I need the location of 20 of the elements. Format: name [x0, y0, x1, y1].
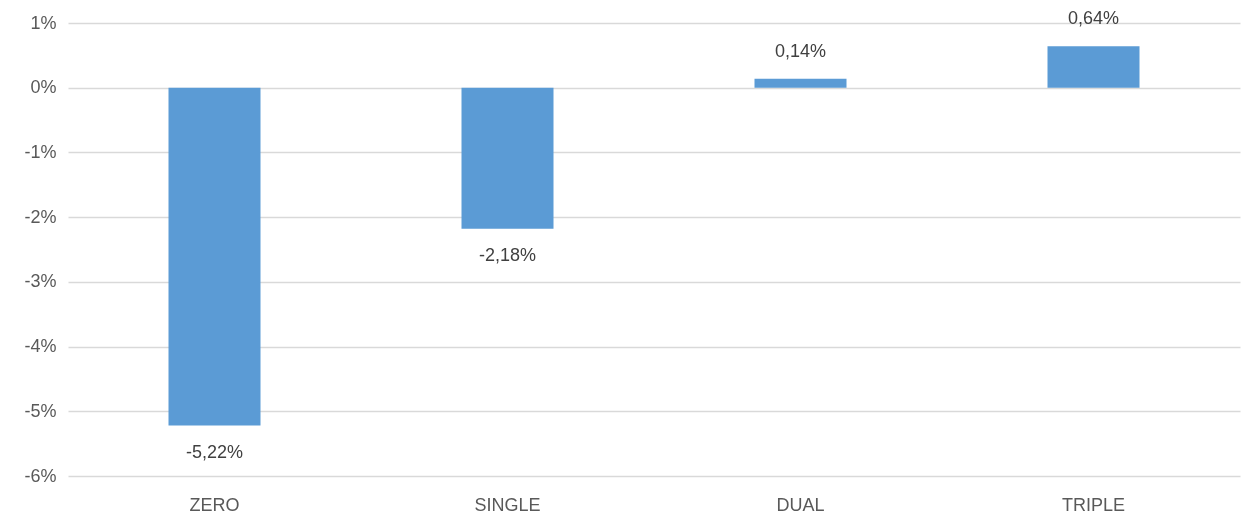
data-label: 0,14%: [774, 40, 827, 61]
y-tick-label: -6%: [24, 465, 57, 486]
bar: [168, 87, 261, 426]
y-tick-label: -2%: [24, 206, 57, 227]
data-label: -2,18%: [478, 244, 537, 265]
y-tick-label: -5%: [24, 400, 57, 421]
bar: [754, 78, 847, 88]
x-tick-label: DUAL: [776, 494, 825, 515]
bar: [1047, 46, 1140, 88]
y-tick-label: -4%: [24, 336, 57, 357]
y-tick-label: -3%: [24, 271, 57, 292]
y-tick-label: 0%: [30, 77, 57, 98]
x-tick-label: TRIPLE: [1061, 494, 1126, 515]
y-tick-label: 1%: [30, 12, 57, 33]
y-tick-label: -1%: [24, 141, 57, 162]
bar: [461, 87, 554, 229]
x-tick-label: SINGLE: [474, 494, 541, 515]
x-tick-label: ZERO: [189, 494, 240, 515]
data-label: 0,64%: [1067, 8, 1120, 29]
data-label: -5,22%: [185, 441, 244, 462]
